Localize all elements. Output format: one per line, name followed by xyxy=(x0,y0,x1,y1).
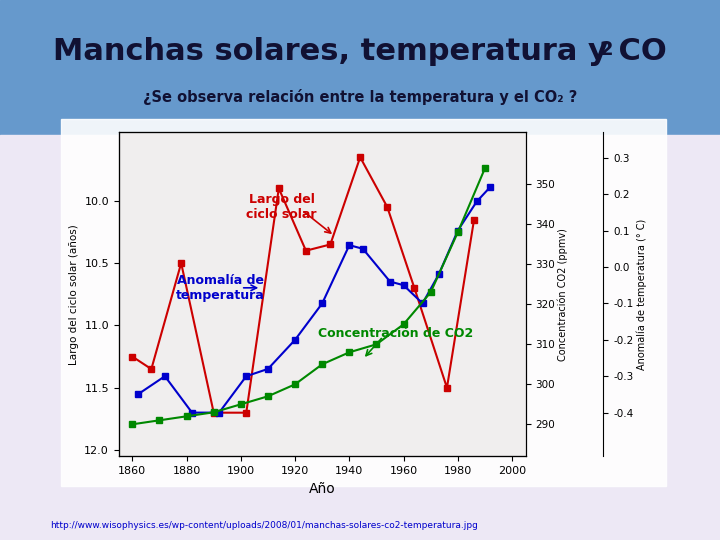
Bar xyxy=(0,0,720,135)
Bar xyxy=(0,135,720,540)
Text: ¿Se observa relación entre la temperatura y el CO₂ ?: ¿Se observa relación entre la temperatur… xyxy=(143,89,577,105)
Y-axis label: Largo del ciclo solar (años): Largo del ciclo solar (años) xyxy=(69,224,78,364)
Text: Largo del
ciclo solar: Largo del ciclo solar xyxy=(246,193,317,221)
Bar xyxy=(61,119,666,486)
Text: Concentración de CO2: Concentración de CO2 xyxy=(318,327,473,340)
Text: http://www.wisophysics.es/wp-content/uploads/2008/01/manchas-solares-co2-tempera: http://www.wisophysics.es/wp-content/upl… xyxy=(50,521,478,530)
Text: Manchas solares, temperatura y CO: Manchas solares, temperatura y CO xyxy=(53,37,667,66)
Y-axis label: Anomalía de temperatura (° C): Anomalía de temperatura (° C) xyxy=(636,219,647,370)
X-axis label: Año: Año xyxy=(309,482,336,496)
Text: Anomalía de
temperatura: Anomalía de temperatura xyxy=(176,274,265,302)
Y-axis label: Concentración CO2 (ppmv): Concentración CO2 (ppmv) xyxy=(558,228,568,361)
Text: 2: 2 xyxy=(600,40,613,59)
